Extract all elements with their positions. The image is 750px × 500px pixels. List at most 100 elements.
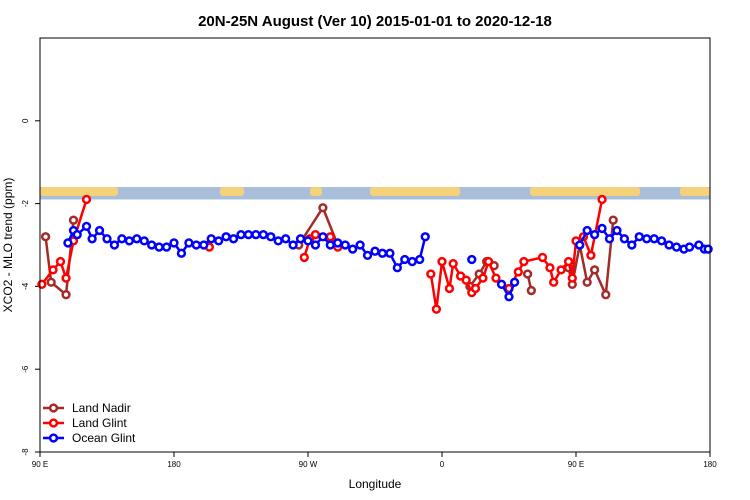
data-point xyxy=(491,273,501,283)
axes-layer: 90 E 180 90 W 0 90 E 180 -8 -6 -4 -2 0 xyxy=(21,118,717,469)
data-point xyxy=(48,265,58,275)
data-point xyxy=(303,236,313,246)
data-point xyxy=(184,238,194,248)
data-point xyxy=(703,244,713,254)
data-point xyxy=(597,194,607,205)
data-point xyxy=(575,240,585,250)
data-point xyxy=(370,246,380,256)
data-point xyxy=(582,277,592,287)
data-point xyxy=(81,221,92,232)
legend-marker xyxy=(48,418,59,428)
data-point xyxy=(392,263,402,273)
data-point xyxy=(325,240,335,250)
data-point xyxy=(87,234,97,244)
data-point xyxy=(608,215,618,225)
data-point xyxy=(634,232,644,242)
data-point xyxy=(299,252,309,263)
data-point xyxy=(483,256,494,267)
data-point xyxy=(461,275,471,285)
data-point xyxy=(61,290,71,300)
data-point xyxy=(199,240,209,250)
data-point xyxy=(281,234,291,244)
data-point xyxy=(589,265,600,275)
data-point xyxy=(556,265,566,275)
data-point xyxy=(467,254,477,265)
data-point xyxy=(40,232,51,242)
data-point xyxy=(470,283,481,294)
data-point xyxy=(161,242,172,252)
x-tick-label: 90 E xyxy=(568,460,584,469)
data-point xyxy=(671,242,682,252)
data-point xyxy=(377,248,388,258)
y-tick-label: -8 xyxy=(21,448,30,456)
series-land-nadir xyxy=(40,203,618,300)
data-point xyxy=(214,236,224,246)
map-band-land xyxy=(530,187,640,196)
data-point xyxy=(656,236,667,246)
data-point xyxy=(132,234,142,244)
data-point xyxy=(601,290,611,300)
data-point xyxy=(509,277,520,287)
data-point xyxy=(526,285,536,296)
data-point xyxy=(63,238,73,248)
data-point xyxy=(684,242,695,252)
data-point xyxy=(46,277,56,287)
map-band-land xyxy=(40,187,118,196)
data-point xyxy=(94,225,105,236)
data-point xyxy=(295,234,306,244)
data-point xyxy=(176,248,187,258)
y-tick-label: -6 xyxy=(21,365,30,373)
data-point xyxy=(228,234,239,244)
data-point xyxy=(437,256,447,267)
series-line xyxy=(429,199,604,310)
data-point xyxy=(649,234,659,244)
data-point xyxy=(61,273,71,283)
x-tick-label: 90 W xyxy=(299,460,318,469)
data-point xyxy=(273,236,283,246)
x-tick-label: 90 E xyxy=(32,460,48,469)
data-point xyxy=(288,240,298,250)
data-point xyxy=(124,236,134,246)
data-point xyxy=(191,240,201,250)
data-point xyxy=(258,230,268,240)
map-band xyxy=(40,187,710,200)
data-point xyxy=(68,215,79,225)
data-point xyxy=(586,250,596,261)
legend-label: Ocean Glint xyxy=(72,431,136,445)
legend-label: Land Nadir xyxy=(72,401,131,415)
x-axis-label: Longitude xyxy=(349,477,402,491)
x-tick-label: 180 xyxy=(703,460,717,469)
series-ocean-glint xyxy=(63,221,713,302)
data-point xyxy=(221,232,231,242)
data-point xyxy=(549,277,559,287)
data-point xyxy=(400,254,410,265)
data-point xyxy=(55,256,66,267)
data-point xyxy=(109,240,120,250)
data-point xyxy=(310,240,321,250)
data-point xyxy=(597,223,607,234)
data-point xyxy=(169,238,179,248)
data-point xyxy=(348,244,358,254)
legend-item: Ocean Glint xyxy=(43,431,136,445)
legend-item: Land Glint xyxy=(43,416,127,430)
data-point xyxy=(147,240,157,250)
y-axis-label: XCO2 - MLO trend (ppm) xyxy=(1,178,15,313)
data-point xyxy=(448,258,458,269)
chart-title: 20N-25N August (Ver 10) 2015-01-01 to 20… xyxy=(198,13,552,30)
data-point xyxy=(567,273,577,283)
data-point xyxy=(431,304,442,314)
y-tick-label: 0 xyxy=(21,118,30,123)
data-point xyxy=(37,279,47,289)
map-band-land xyxy=(220,187,244,196)
map-band-land xyxy=(370,187,460,196)
data-point xyxy=(310,230,321,240)
data-point xyxy=(318,232,328,242)
data-point xyxy=(81,194,92,205)
data-point xyxy=(251,230,261,240)
x-tick-label: 180 xyxy=(167,460,181,469)
data-point xyxy=(563,256,574,267)
data-point xyxy=(627,240,637,250)
